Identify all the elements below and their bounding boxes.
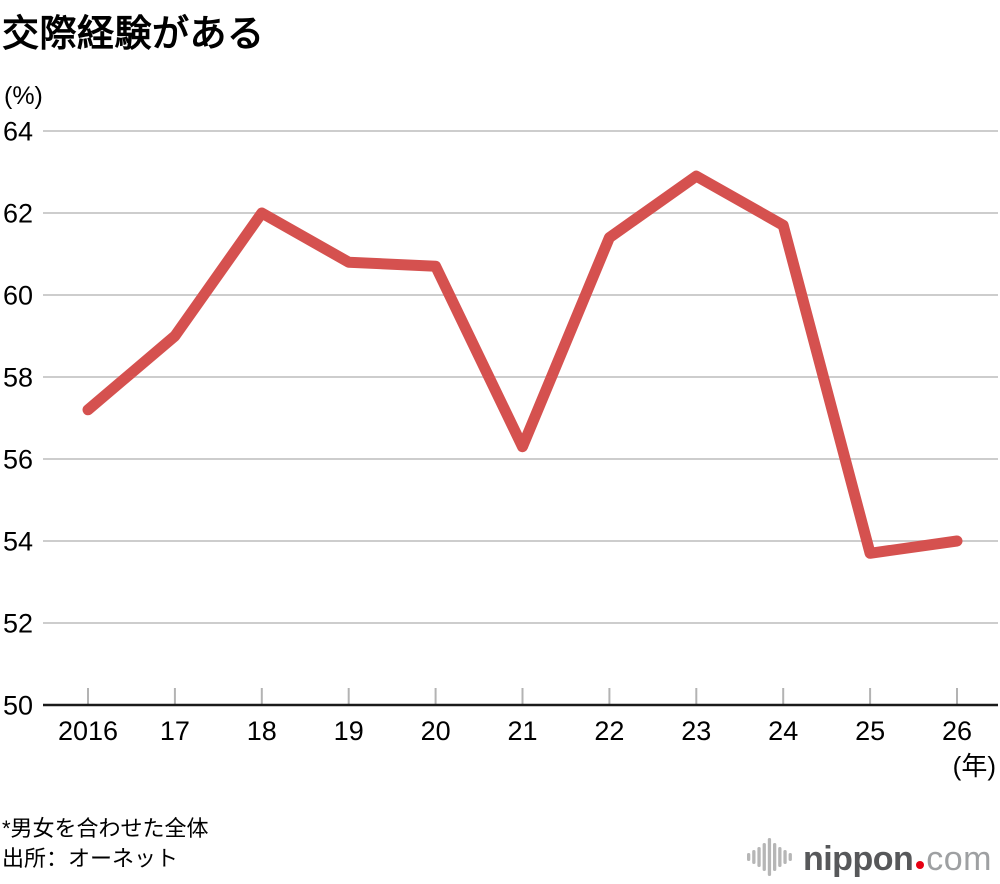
x-axis-unit-label: (年) xyxy=(952,751,996,781)
x-axis-tick-label: 2016 xyxy=(58,716,118,746)
line-chart-plot-area: 50 52 54 56 58 60 62 64 2016 17 18 19 20 21 22 23 24 25 26 xyxy=(3,117,998,746)
y-axis-tick-label: 50 xyxy=(3,691,33,721)
x-axis-tick-label: 21 xyxy=(507,716,537,746)
x-axis-tick-label: 17 xyxy=(160,716,190,746)
soundwave-bars-icon xyxy=(746,838,792,876)
soundwave-bar xyxy=(757,847,761,867)
soundwave-bar xyxy=(746,853,751,861)
footnote-scope: *男女を合わせた全体 xyxy=(2,816,209,841)
x-axis-tick-label: 22 xyxy=(594,716,624,746)
soundwave-bar xyxy=(752,850,756,864)
soundwave-bar xyxy=(778,847,782,867)
footnote-source: 出所：オーネット xyxy=(2,846,179,871)
logo-wordmark: nippon com xyxy=(803,840,992,878)
y-axis-tick-label: 54 xyxy=(3,527,33,557)
y-axis-tick-label: 64 xyxy=(3,117,33,147)
logo-dot-icon xyxy=(916,861,925,869)
x-axis-tick-label: 20 xyxy=(421,716,451,746)
soundwave-bar xyxy=(772,843,777,871)
y-axis-tick-label: 60 xyxy=(3,281,33,311)
logo-text-nippon: nippon xyxy=(802,840,914,878)
chart-title: 交際経験がある xyxy=(2,13,265,54)
soundwave-bar xyxy=(788,853,792,861)
x-axis-tick-label: 23 xyxy=(681,716,711,746)
y-axis-tick-label: 52 xyxy=(3,609,33,639)
x-axis-tick-label: 19 xyxy=(334,716,364,746)
y-axis-tick-label: 56 xyxy=(3,445,33,475)
data-line-series xyxy=(82,170,963,559)
chart-footnotes: *男女を合わせた全体 出所：オーネット xyxy=(2,814,209,874)
y-axis-unit-label: (%) xyxy=(4,82,43,110)
nippon-com-logo: nippon com xyxy=(746,837,992,878)
x-axis-tick-label: 24 xyxy=(768,716,798,746)
soundwave-bar xyxy=(783,850,787,864)
y-axis-tick-label: 58 xyxy=(3,363,33,393)
x-axis-tick-label: 26 xyxy=(942,716,972,746)
logo-text-com: com xyxy=(926,840,992,878)
soundwave-bar xyxy=(767,838,772,876)
y-axis-tick-label: 62 xyxy=(3,199,33,229)
soundwave-bar xyxy=(762,843,766,871)
x-axis-tick-label: 25 xyxy=(855,716,885,746)
x-axis-tick-label: 18 xyxy=(247,716,277,746)
